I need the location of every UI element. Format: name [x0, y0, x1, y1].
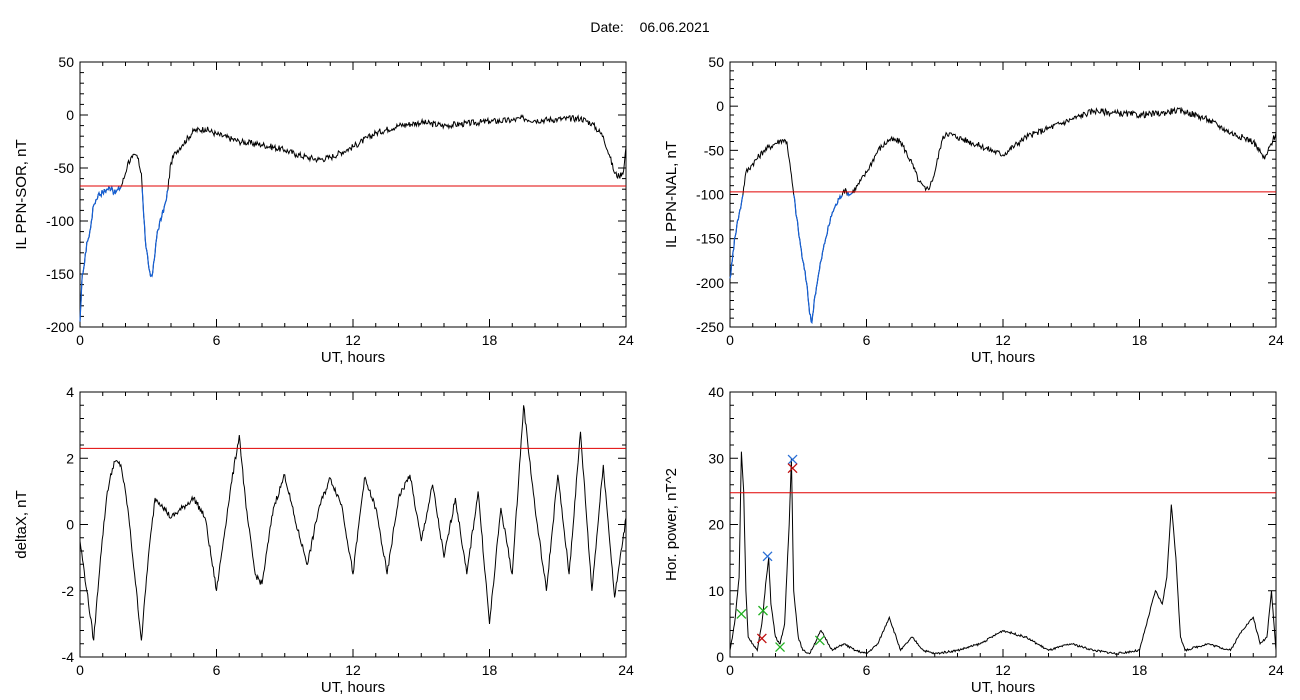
peak-marker-blue: [762, 551, 773, 562]
y-axis-label: IL PPN-NAL, nT: [663, 141, 680, 248]
peak-marker-red: [756, 633, 767, 644]
panel-hor-power: 0 6 12 18 24 0 10 20 30 40 UT, hours Hor. power, nT…: [663, 384, 1284, 696]
y-axis-label: Hor. power, nT^2: [663, 468, 680, 581]
y-tick-label: -2: [62, 583, 75, 599]
series-line: [729, 106, 1277, 324]
x-tick-label: 18: [482, 662, 498, 678]
y-tick-label: -100: [696, 187, 724, 203]
date-label: Date:: [590, 19, 624, 35]
y-axis-label: deltaX, nT: [13, 490, 30, 558]
x-tick-label: 18: [482, 332, 498, 348]
y-tick-label: 30: [708, 450, 724, 466]
date-header: Date: 06.06.2021: [0, 19, 1300, 35]
peak-marker-green: [736, 608, 747, 619]
x-tick-label: 24: [1268, 332, 1284, 348]
series-line: [79, 405, 627, 641]
y-tick-label: 0: [66, 107, 74, 123]
y-tick-label: -100: [46, 213, 74, 229]
y-tick-label: 50: [708, 54, 724, 70]
x-tick-label: 24: [618, 332, 634, 348]
y-tick-label: -4: [62, 649, 75, 665]
y-tick-label: 2: [66, 450, 74, 466]
x-tick-label: 6: [213, 332, 221, 348]
plot-frame: [79, 61, 627, 328]
x-tick-label: 0: [726, 662, 734, 678]
series-line: [729, 451, 1277, 656]
y-tick-label: -250: [696, 319, 724, 335]
x-tick-label: 6: [863, 332, 871, 348]
y-tick-label: 0: [716, 649, 724, 665]
y-tick-label: -150: [696, 231, 724, 247]
peak-marker-green: [814, 635, 825, 646]
y-tick-label: 40: [708, 384, 724, 400]
y-tick-label: -200: [696, 275, 724, 291]
y-tick-label: -50: [704, 142, 724, 158]
date-value: 06.06.2021: [639, 19, 710, 35]
peak-marker-green: [775, 642, 786, 653]
x-axis-label: UT, hours: [971, 349, 1035, 366]
x-tick-label: 0: [76, 662, 84, 678]
panel-il-sor: 0 6 12 18 24 -200 -150 -100 -50 0 50 UT, hours IL PP…: [13, 54, 634, 366]
x-tick-label: 0: [76, 332, 84, 348]
x-axis-label: UT, hours: [321, 679, 385, 696]
y-tick-label: 10: [708, 583, 724, 599]
x-tick-label: 24: [1268, 662, 1284, 678]
x-tick-label: 12: [995, 662, 1011, 678]
y-axis-label: IL PPN-SOR, nT: [13, 139, 30, 249]
below-threshold-segments: [730, 192, 854, 322]
peak-marker-blue: [787, 454, 798, 465]
x-tick-label: 12: [345, 662, 361, 678]
x-axis-label: UT, hours: [321, 349, 385, 366]
y-tick-label: -200: [46, 319, 74, 335]
x-tick-label: 18: [1132, 662, 1148, 678]
y-tick-label: 0: [66, 517, 74, 533]
y-tick-label: -150: [46, 266, 74, 282]
y-tick-label: 0: [716, 98, 724, 114]
x-axis-label: UT, hours: [971, 679, 1035, 696]
x-tick-label: 24: [618, 662, 634, 678]
below-threshold-segments: [79, 184, 169, 322]
x-tick-label: 12: [995, 332, 1011, 348]
x-tick-label: 6: [863, 662, 871, 678]
plot-frame: [729, 391, 1277, 658]
x-tick-label: 0: [726, 332, 734, 348]
plot-frame: [729, 61, 1277, 328]
y-tick-label: 4: [66, 384, 74, 400]
peak-marker-green: [758, 605, 768, 616]
y-tick-label: -50: [54, 160, 74, 176]
x-tick-label: 6: [213, 662, 221, 678]
y-tick-label: 20: [708, 517, 724, 533]
x-tick-label: 12: [345, 332, 361, 348]
x-tick-label: 18: [1132, 332, 1148, 348]
panel-il-nal: 0 6 12 18 24 -250 -200 -150 -100 -50 0 50 UT, hours I…: [663, 54, 1284, 366]
plot-frame: [79, 391, 627, 658]
peak-marker-red: [787, 463, 798, 474]
y-tick-label: 50: [58, 54, 74, 70]
